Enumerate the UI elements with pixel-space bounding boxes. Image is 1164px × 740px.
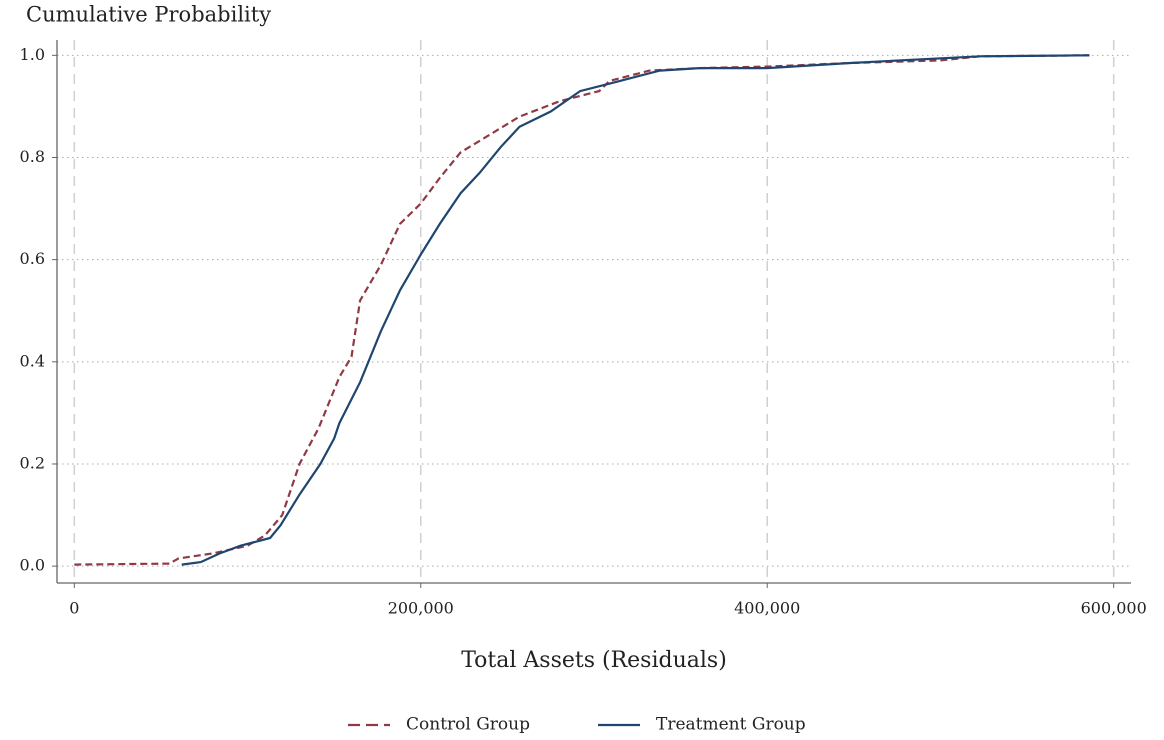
x-tick-label: 0 — [69, 599, 79, 618]
y-tick-label: 0.6 — [20, 249, 45, 268]
y-tick-label: 0.0 — [20, 556, 45, 575]
x-tick-label: 200,000 — [388, 599, 454, 618]
line-series — [181, 54, 1090, 566]
y-tick-label: 0.4 — [20, 351, 45, 370]
x-tick-label: 600,000 — [1081, 599, 1147, 618]
legend-label: Control Group — [406, 715, 530, 735]
x-tick-label: 400,000 — [734, 599, 800, 618]
y-tick-label: 1.0 — [20, 45, 45, 64]
chart-title: Cumulative Probability — [26, 3, 271, 27]
y-tick-label: 0.2 — [20, 453, 45, 472]
legend-label: Treatment Group — [656, 715, 806, 735]
y-tick-label: 0.8 — [20, 147, 45, 166]
x-axis-label: Total Assets (Residuals) — [461, 648, 727, 673]
line-series — [74, 54, 1090, 566]
